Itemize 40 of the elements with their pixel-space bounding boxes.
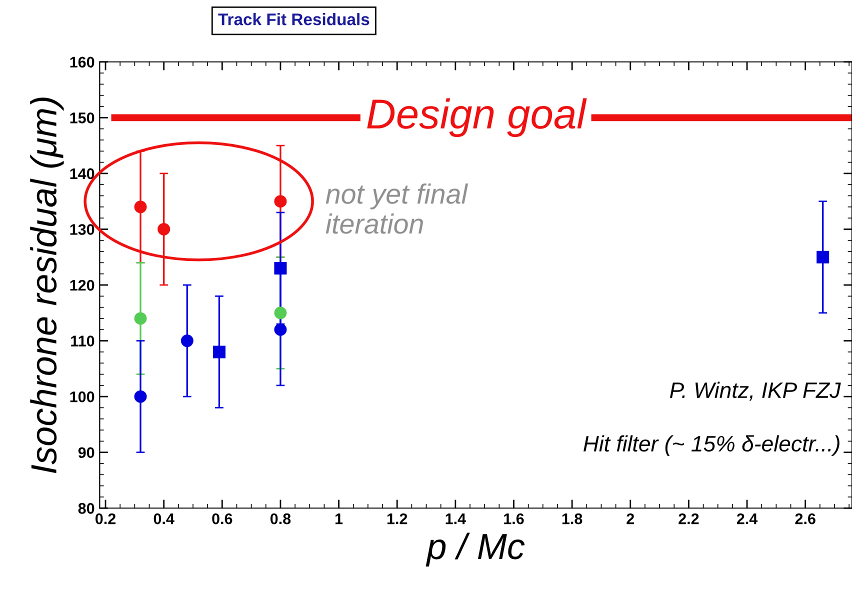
y-tick-label: 110	[71, 336, 94, 346]
point	[274, 195, 287, 208]
y-tick-label: 130	[70, 224, 94, 235]
annotation: not yet final iteration	[326, 183, 468, 234]
point	[158, 222, 170, 236]
y-axis-title: Isochrone residual (μm)	[30, 98, 64, 474]
x-tick-label: 2.4	[736, 513, 758, 524]
y-tick-label: 150	[70, 112, 94, 124]
x-axis-title: p / Mc	[426, 532, 525, 566]
chart-title: Track Fit Residuals	[218, 13, 370, 26]
annotation: Hit filter (~ 15% δ-electr...)	[584, 435, 840, 456]
x-tick-label: 0.4	[154, 513, 174, 524]
y-tick-label: 90	[78, 447, 94, 458]
point	[274, 323, 287, 336]
y-tick-label: 100	[70, 391, 94, 402]
y-tick-label: 80	[78, 503, 94, 514]
x-tick-label: 1.4	[446, 514, 466, 524]
y-tick-label: 160	[70, 56, 94, 68]
point	[180, 334, 194, 348]
point	[274, 262, 287, 275]
x-tick-label: 2	[626, 513, 634, 524]
x-tick-label: 1.8	[562, 513, 582, 524]
x-tick-label: 2.6	[795, 513, 816, 524]
ref-line-label: Design goal	[367, 98, 587, 138]
y-tick-label: 140	[70, 168, 94, 180]
point	[274, 306, 287, 320]
annotation: P. Wintz, IKP FZJ	[670, 382, 841, 401]
x-tick-label: 2.2	[678, 513, 699, 524]
x-tick-label: 1	[336, 514, 343, 524]
x-tick-label: 0.8	[270, 513, 291, 524]
x-tick-label: 0.6	[212, 513, 232, 524]
point	[134, 312, 147, 325]
point	[134, 390, 147, 403]
x-tick-label: 0.2	[96, 513, 116, 524]
x-tick-label: 1.2	[387, 513, 408, 524]
x-tick-label: 1.6	[504, 513, 524, 524]
point	[134, 200, 147, 214]
point	[816, 250, 830, 264]
point	[212, 346, 226, 358]
y-tick-label: 120	[70, 280, 94, 291]
